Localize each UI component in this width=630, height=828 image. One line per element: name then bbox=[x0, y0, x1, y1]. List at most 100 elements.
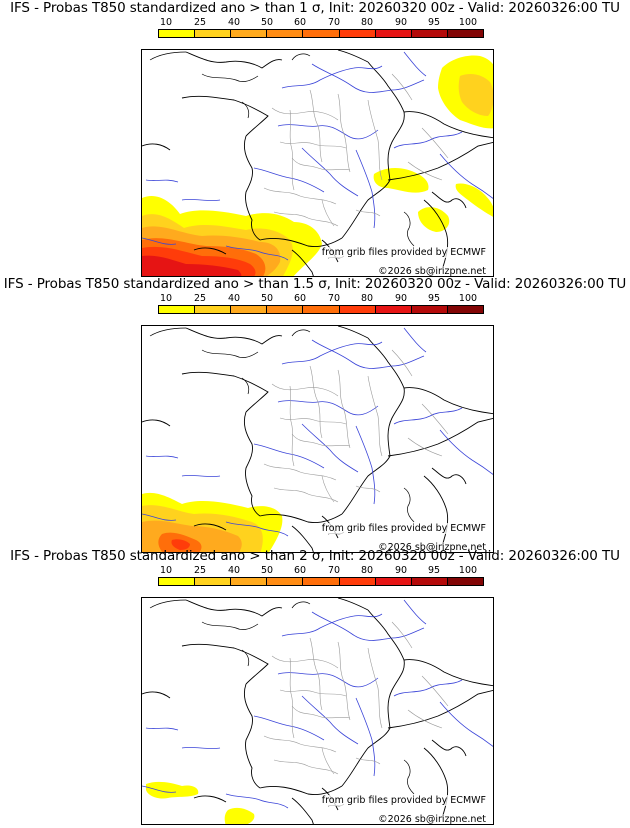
country-borders bbox=[142, 50, 493, 276]
probability-fields bbox=[142, 55, 493, 276]
color-scale-bar bbox=[158, 305, 484, 314]
field-italy-10 bbox=[455, 183, 493, 217]
color-scale-segment bbox=[447, 578, 483, 585]
color-scale-segment bbox=[159, 306, 196, 313]
map-copyright: ©2026 sb@irizpne.net bbox=[377, 814, 487, 825]
color-scale-segment bbox=[303, 578, 340, 585]
map-canvas bbox=[142, 326, 493, 552]
admin-borders bbox=[263, 349, 449, 503]
color-scale-segment bbox=[195, 30, 232, 37]
scale-tick-label: 50 bbox=[260, 293, 274, 304]
color-scale-segment bbox=[411, 578, 448, 585]
color-scale-segment bbox=[303, 306, 340, 313]
map-copyright: ©2026 sb@irizpne.net bbox=[377, 542, 487, 553]
country-borders bbox=[142, 326, 493, 552]
panel-title: IFS - Probas T850 standardized ano > tha… bbox=[10, 548, 620, 564]
scale-tick-label: 100 bbox=[458, 17, 478, 28]
map-credit: from grib files provided by ECMWF bbox=[320, 795, 487, 806]
color-scale-segment bbox=[339, 578, 376, 585]
scale-tick-label: 60 bbox=[293, 293, 307, 304]
field-northeast-25 bbox=[458, 74, 493, 116]
map-canvas bbox=[142, 598, 493, 824]
probability-fields bbox=[142, 493, 283, 552]
color-scale-segment bbox=[195, 306, 232, 313]
color-scale-segment bbox=[339, 30, 376, 37]
color-scale-segment bbox=[339, 306, 376, 313]
scale-tick-label: 70 bbox=[327, 565, 341, 576]
scale-tick-label: 90 bbox=[394, 565, 408, 576]
color-scale-segment bbox=[375, 30, 412, 37]
color-scale: 10 25 40 50 60 70 80 90 95 100 bbox=[150, 294, 490, 322]
color-scale-bar bbox=[158, 29, 484, 38]
color-scale: 10 25 40 50 60 70 80 90 95 100 bbox=[150, 566, 490, 594]
scale-tick-label: 50 bbox=[260, 565, 274, 576]
scale-tick-label: 95 bbox=[427, 293, 441, 304]
color-scale-segment bbox=[411, 30, 448, 37]
coastlines bbox=[149, 599, 415, 807]
field-southwest-10 bbox=[146, 781, 199, 799]
color-scale-segment bbox=[159, 578, 196, 585]
scale-tick-label: 90 bbox=[394, 293, 408, 304]
scale-tick-label: 100 bbox=[458, 565, 478, 576]
color-scale-segment bbox=[267, 306, 304, 313]
scale-tick-label: 90 bbox=[394, 17, 408, 28]
color-scale-segment bbox=[267, 578, 304, 585]
color-scale-segment bbox=[411, 306, 448, 313]
color-scale-segment bbox=[159, 30, 196, 37]
probability-map[interactable]: from grib files provided by ECMWF ©2026 … bbox=[141, 325, 494, 553]
scale-tick-label: 10 bbox=[159, 17, 173, 28]
panel-1-5sigma: IFS - Probas T850 standardized ano > tha… bbox=[0, 276, 630, 553]
scale-tick-label: 10 bbox=[159, 293, 173, 304]
map-canvas bbox=[142, 50, 493, 276]
rivers bbox=[142, 599, 493, 809]
scale-tick-label: 80 bbox=[360, 293, 374, 304]
probability-map[interactable]: from grib files provided by ECMWF ©2026 … bbox=[141, 597, 494, 825]
rivers bbox=[142, 51, 493, 261]
rivers bbox=[142, 327, 493, 537]
color-scale-segment bbox=[231, 30, 268, 37]
scale-tick-label: 95 bbox=[427, 17, 441, 28]
scale-tick-label: 80 bbox=[360, 565, 374, 576]
scale-tick-label: 70 bbox=[327, 293, 341, 304]
scale-tick-label: 95 bbox=[427, 565, 441, 576]
color-scale-bar bbox=[158, 577, 484, 586]
color-scale: 10 25 40 50 60 70 80 90 95 100 bbox=[150, 18, 490, 46]
color-scale-segment bbox=[447, 30, 483, 37]
color-scale-segment bbox=[303, 30, 340, 37]
panel-2sigma: IFS - Probas T850 standardized ano > tha… bbox=[0, 548, 630, 825]
color-scale-segment bbox=[375, 578, 412, 585]
field-southwest-80 bbox=[142, 255, 242, 276]
field-southwest-70 bbox=[171, 539, 190, 550]
scale-tick-label: 10 bbox=[159, 565, 173, 576]
field-alps-10 bbox=[373, 168, 429, 193]
probability-map[interactable]: from grib files provided by ECMWF ©2026 … bbox=[141, 49, 494, 277]
scale-tick-label: 60 bbox=[293, 565, 307, 576]
color-scale-segment bbox=[375, 306, 412, 313]
scale-tick-label: 80 bbox=[360, 17, 374, 28]
color-scale-segment bbox=[267, 30, 304, 37]
scale-tick-label: 25 bbox=[193, 17, 207, 28]
scale-tick-label: 40 bbox=[227, 17, 241, 28]
scale-tick-label: 25 bbox=[193, 293, 207, 304]
admin-borders bbox=[263, 621, 449, 775]
scale-tick-label: 25 bbox=[193, 565, 207, 576]
panel-title: IFS - Probas T850 standardized ano > tha… bbox=[10, 0, 620, 16]
probability-fields bbox=[146, 781, 255, 824]
scale-tick-label: 70 bbox=[327, 17, 341, 28]
color-scale-segment bbox=[195, 578, 232, 585]
scale-tick-label: 40 bbox=[227, 565, 241, 576]
map-credit: from grib files provided by ECMWF bbox=[320, 523, 487, 534]
admin-borders bbox=[263, 73, 449, 227]
scale-tick-label: 100 bbox=[458, 293, 478, 304]
map-credit: from grib files provided by ECMWF bbox=[320, 247, 487, 258]
map-copyright: ©2026 sb@irizpne.net bbox=[377, 266, 487, 277]
scale-tick-label: 50 bbox=[260, 17, 274, 28]
field-southeast-10 bbox=[224, 807, 255, 824]
color-scale-segment bbox=[231, 578, 268, 585]
field-corsica-10 bbox=[418, 207, 450, 232]
panel-1sigma: IFS - Probas T850 standardized ano > tha… bbox=[0, 0, 630, 277]
color-scale-segment bbox=[447, 306, 483, 313]
color-scale-segment bbox=[231, 306, 268, 313]
country-borders bbox=[142, 598, 493, 824]
scale-tick-label: 40 bbox=[227, 293, 241, 304]
